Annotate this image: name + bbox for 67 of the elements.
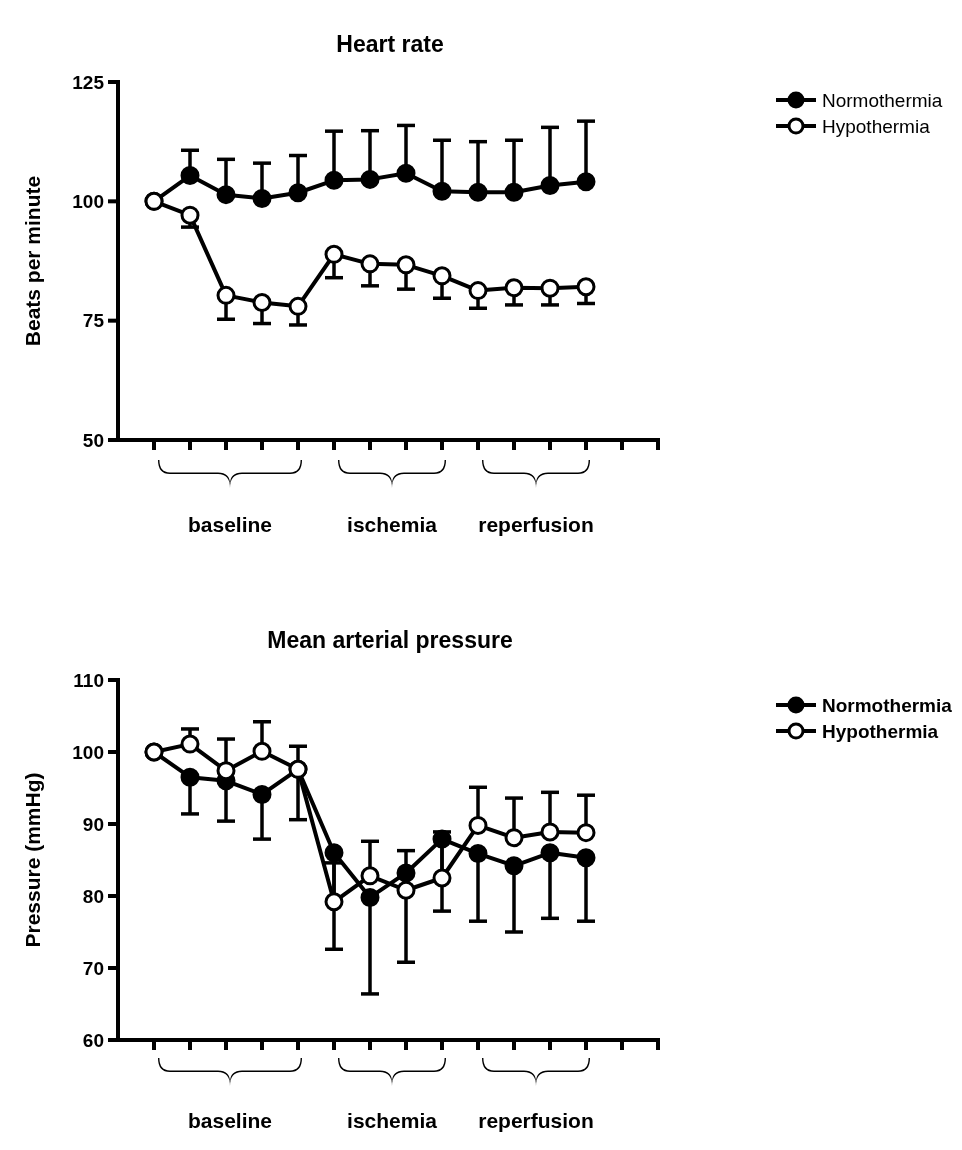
point: [252, 784, 272, 804]
y-tick-label: 50: [82, 429, 104, 451]
legend-label: Normothermia: [822, 694, 953, 716]
legend-label: Normothermia: [822, 89, 943, 111]
point: [468, 844, 488, 864]
point: [432, 266, 452, 286]
point: [216, 761, 236, 781]
y-tick-label: 90: [82, 813, 104, 835]
point: [468, 182, 488, 202]
point: [324, 843, 344, 863]
point: [252, 741, 272, 761]
point: [360, 254, 380, 274]
point: [252, 293, 272, 313]
point: [576, 823, 596, 843]
point: [180, 734, 200, 754]
point: [360, 169, 380, 189]
y-tick-label: 110: [73, 669, 104, 691]
point: [468, 281, 488, 301]
point: [360, 887, 380, 907]
point: [540, 278, 560, 298]
y-tick-label: 100: [72, 190, 104, 212]
point: [216, 285, 236, 305]
text: reperfusion: [478, 1109, 594, 1132]
point: [324, 892, 344, 912]
point: [576, 277, 596, 297]
y-tick-label: 70: [82, 957, 104, 979]
y-axis-title: Beats per minute: [21, 175, 44, 347]
point: [180, 767, 200, 787]
text: baseline: [187, 513, 273, 536]
point: [432, 181, 452, 201]
y-tick-label: 75: [82, 310, 105, 332]
point: [540, 822, 560, 842]
chart-title: Mean arterial pressure: [267, 627, 513, 653]
point: [324, 244, 344, 264]
point: [396, 163, 416, 183]
point: [504, 856, 524, 876]
point: [360, 866, 380, 886]
text: ischemia: [347, 513, 438, 536]
point: [432, 868, 452, 888]
point: [216, 185, 236, 205]
point: [468, 815, 488, 835]
point: [180, 166, 200, 186]
point: [540, 176, 560, 196]
y-axis-title: Pressure (mmHg): [21, 772, 44, 948]
point: [504, 278, 524, 298]
y-tick-label: 100: [72, 741, 104, 763]
point: [576, 172, 596, 192]
legend-label: Hypothermia: [822, 115, 931, 137]
text: baseline: [187, 1109, 273, 1132]
point: [180, 205, 200, 225]
point: [252, 188, 272, 208]
chart-title: Heart rate: [336, 31, 444, 57]
y-tick-label: 125: [72, 71, 105, 93]
point: [288, 183, 308, 203]
point: [396, 880, 416, 900]
point: [504, 828, 524, 848]
text: reperfusion: [478, 513, 594, 536]
point: [504, 182, 524, 202]
y-tick-label: 80: [82, 885, 104, 907]
text: ischemia: [347, 1109, 438, 1132]
legend-label: Hypothermia: [822, 720, 939, 742]
point: [324, 170, 344, 190]
point: [288, 296, 308, 316]
point: [396, 255, 416, 275]
point: [540, 843, 560, 863]
y-tick-label: 60: [82, 1029, 104, 1051]
point: [576, 848, 596, 868]
